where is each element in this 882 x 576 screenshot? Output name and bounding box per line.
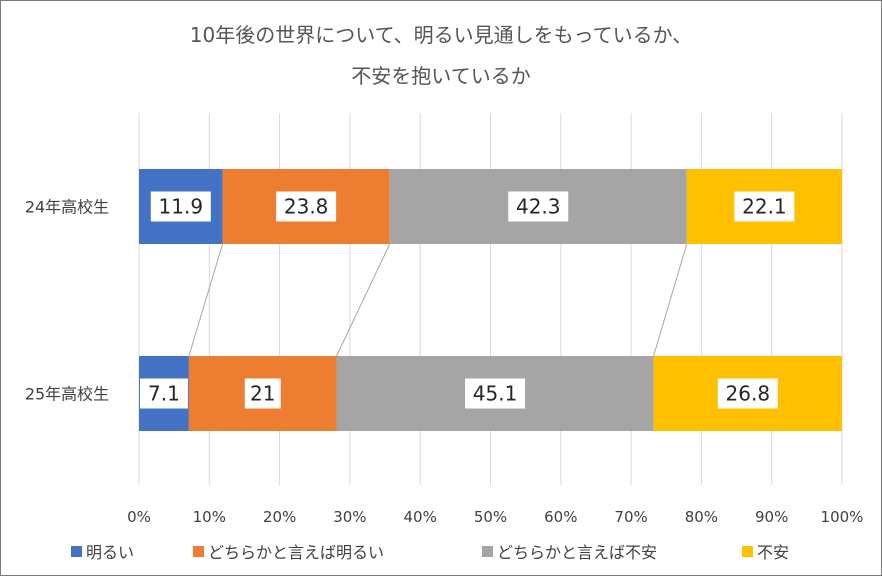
data-label-box xyxy=(139,378,188,409)
data-label-box xyxy=(465,378,526,409)
tick-label: 30% xyxy=(333,508,366,526)
data-label-box xyxy=(150,191,211,222)
legend-swatch xyxy=(742,545,753,557)
tick-label: 20% xyxy=(263,508,296,526)
legend-label: 不安 xyxy=(757,543,790,562)
legend-swatch xyxy=(482,545,493,557)
series-line xyxy=(653,243,688,357)
data-label-box xyxy=(717,378,778,409)
data-label: 7.1 xyxy=(148,382,180,406)
legend-label: どちらかと言えば明るい xyxy=(208,543,385,562)
tick-label: 80% xyxy=(685,508,718,526)
tick-label: 50% xyxy=(474,508,507,526)
data-label-box xyxy=(276,191,337,222)
data-label: 11.9 xyxy=(159,195,204,219)
series-line xyxy=(336,243,391,357)
legend-swatch xyxy=(193,545,204,557)
series-line xyxy=(188,243,224,357)
legend-item: どちらかと言えば明るい xyxy=(193,539,384,563)
tick-label: 70% xyxy=(614,508,647,526)
legend-item: 不安 xyxy=(742,539,789,563)
data-label-box xyxy=(734,191,795,222)
legend-item: 明るい xyxy=(71,539,134,563)
category-label: 24年高校生 xyxy=(25,198,109,217)
data-label-box xyxy=(508,191,569,222)
tick-label: 0% xyxy=(127,508,151,526)
data-label: 23.8 xyxy=(284,195,329,219)
chart-legend: 明るい どちらかと言えば明るい どちらかと言えば不安 不安 xyxy=(1,539,881,563)
legend-swatch xyxy=(71,545,82,557)
data-label: 26.8 xyxy=(726,382,771,406)
legend-label: どちらかと言えば不安 xyxy=(497,543,658,562)
data-label: 45.1 xyxy=(473,382,518,406)
tick-label: 90% xyxy=(755,508,788,526)
category-label: 25年高校生 xyxy=(25,385,109,404)
data-label: 42.3 xyxy=(516,195,561,219)
legend-item: どちらかと言えば不安 xyxy=(482,539,657,563)
data-label: 22.1 xyxy=(742,195,787,219)
tick-label: 10% xyxy=(193,508,226,526)
data-label: 21 xyxy=(250,382,275,406)
data-label-box xyxy=(244,378,281,409)
chart-title-line2: 不安を抱いているか xyxy=(351,64,531,88)
tick-label: 40% xyxy=(404,508,437,526)
legend-label: 明るい xyxy=(86,543,135,562)
chart-title: 10年後の世界について、明るい見通しをもっているか、 xyxy=(189,23,693,47)
tick-label: 100% xyxy=(821,508,864,526)
tick-label: 60% xyxy=(544,508,577,526)
